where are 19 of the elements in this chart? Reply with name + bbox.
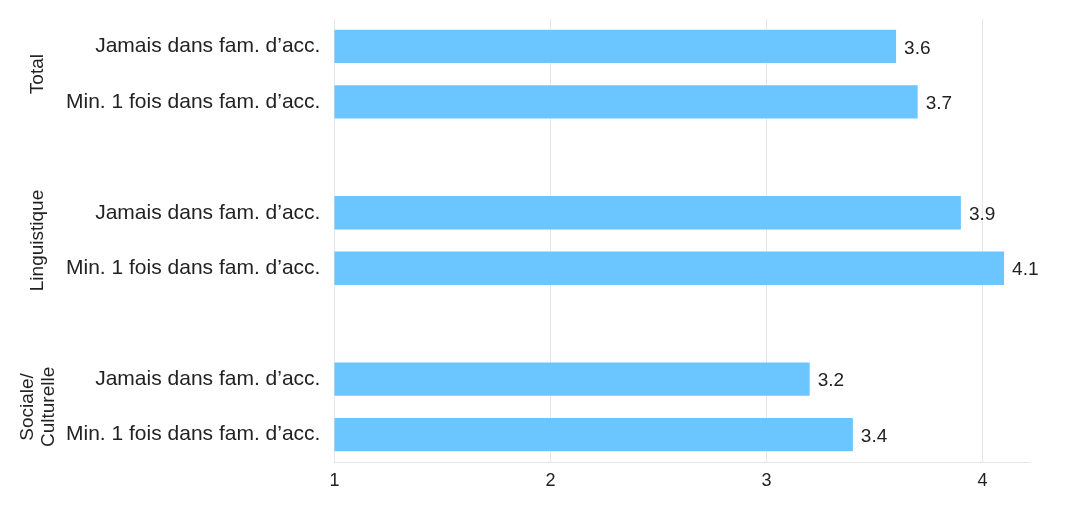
data-label: 3.7 [925,92,953,114]
data-label: 3.6 [904,36,931,58]
x-tick-label: 2 [545,470,556,491]
data-label: 3.4 [860,424,888,446]
y-tick-label: Min. 1 fois dans fam. d’acc. [65,255,321,279]
x-tick-label: 4 [977,470,988,491]
y-tick-label: Min. 1 fois dans fam. d’acc. [65,88,321,112]
x-tick-label: 3 [761,470,772,491]
text: Total [26,54,48,95]
y-tick-label: Jamais dans fam. d’acc. [95,199,321,223]
y-tick-label: Jamais dans fam. d’acc. [95,33,321,57]
text: Linguistique [26,189,48,292]
data-label: 3.9 [968,203,996,224]
y-tick-label: Min. 1 fois dans fam. d’acc. [65,421,321,445]
data-label: 4.1 [1012,258,1039,280]
data-label: 3.2 [817,369,845,391]
text: Sociale/ Culturelle [15,366,58,448]
x-tick-label: 1 [329,470,340,491]
y-tick-label: Jamais dans fam. d’acc. [95,365,321,389]
